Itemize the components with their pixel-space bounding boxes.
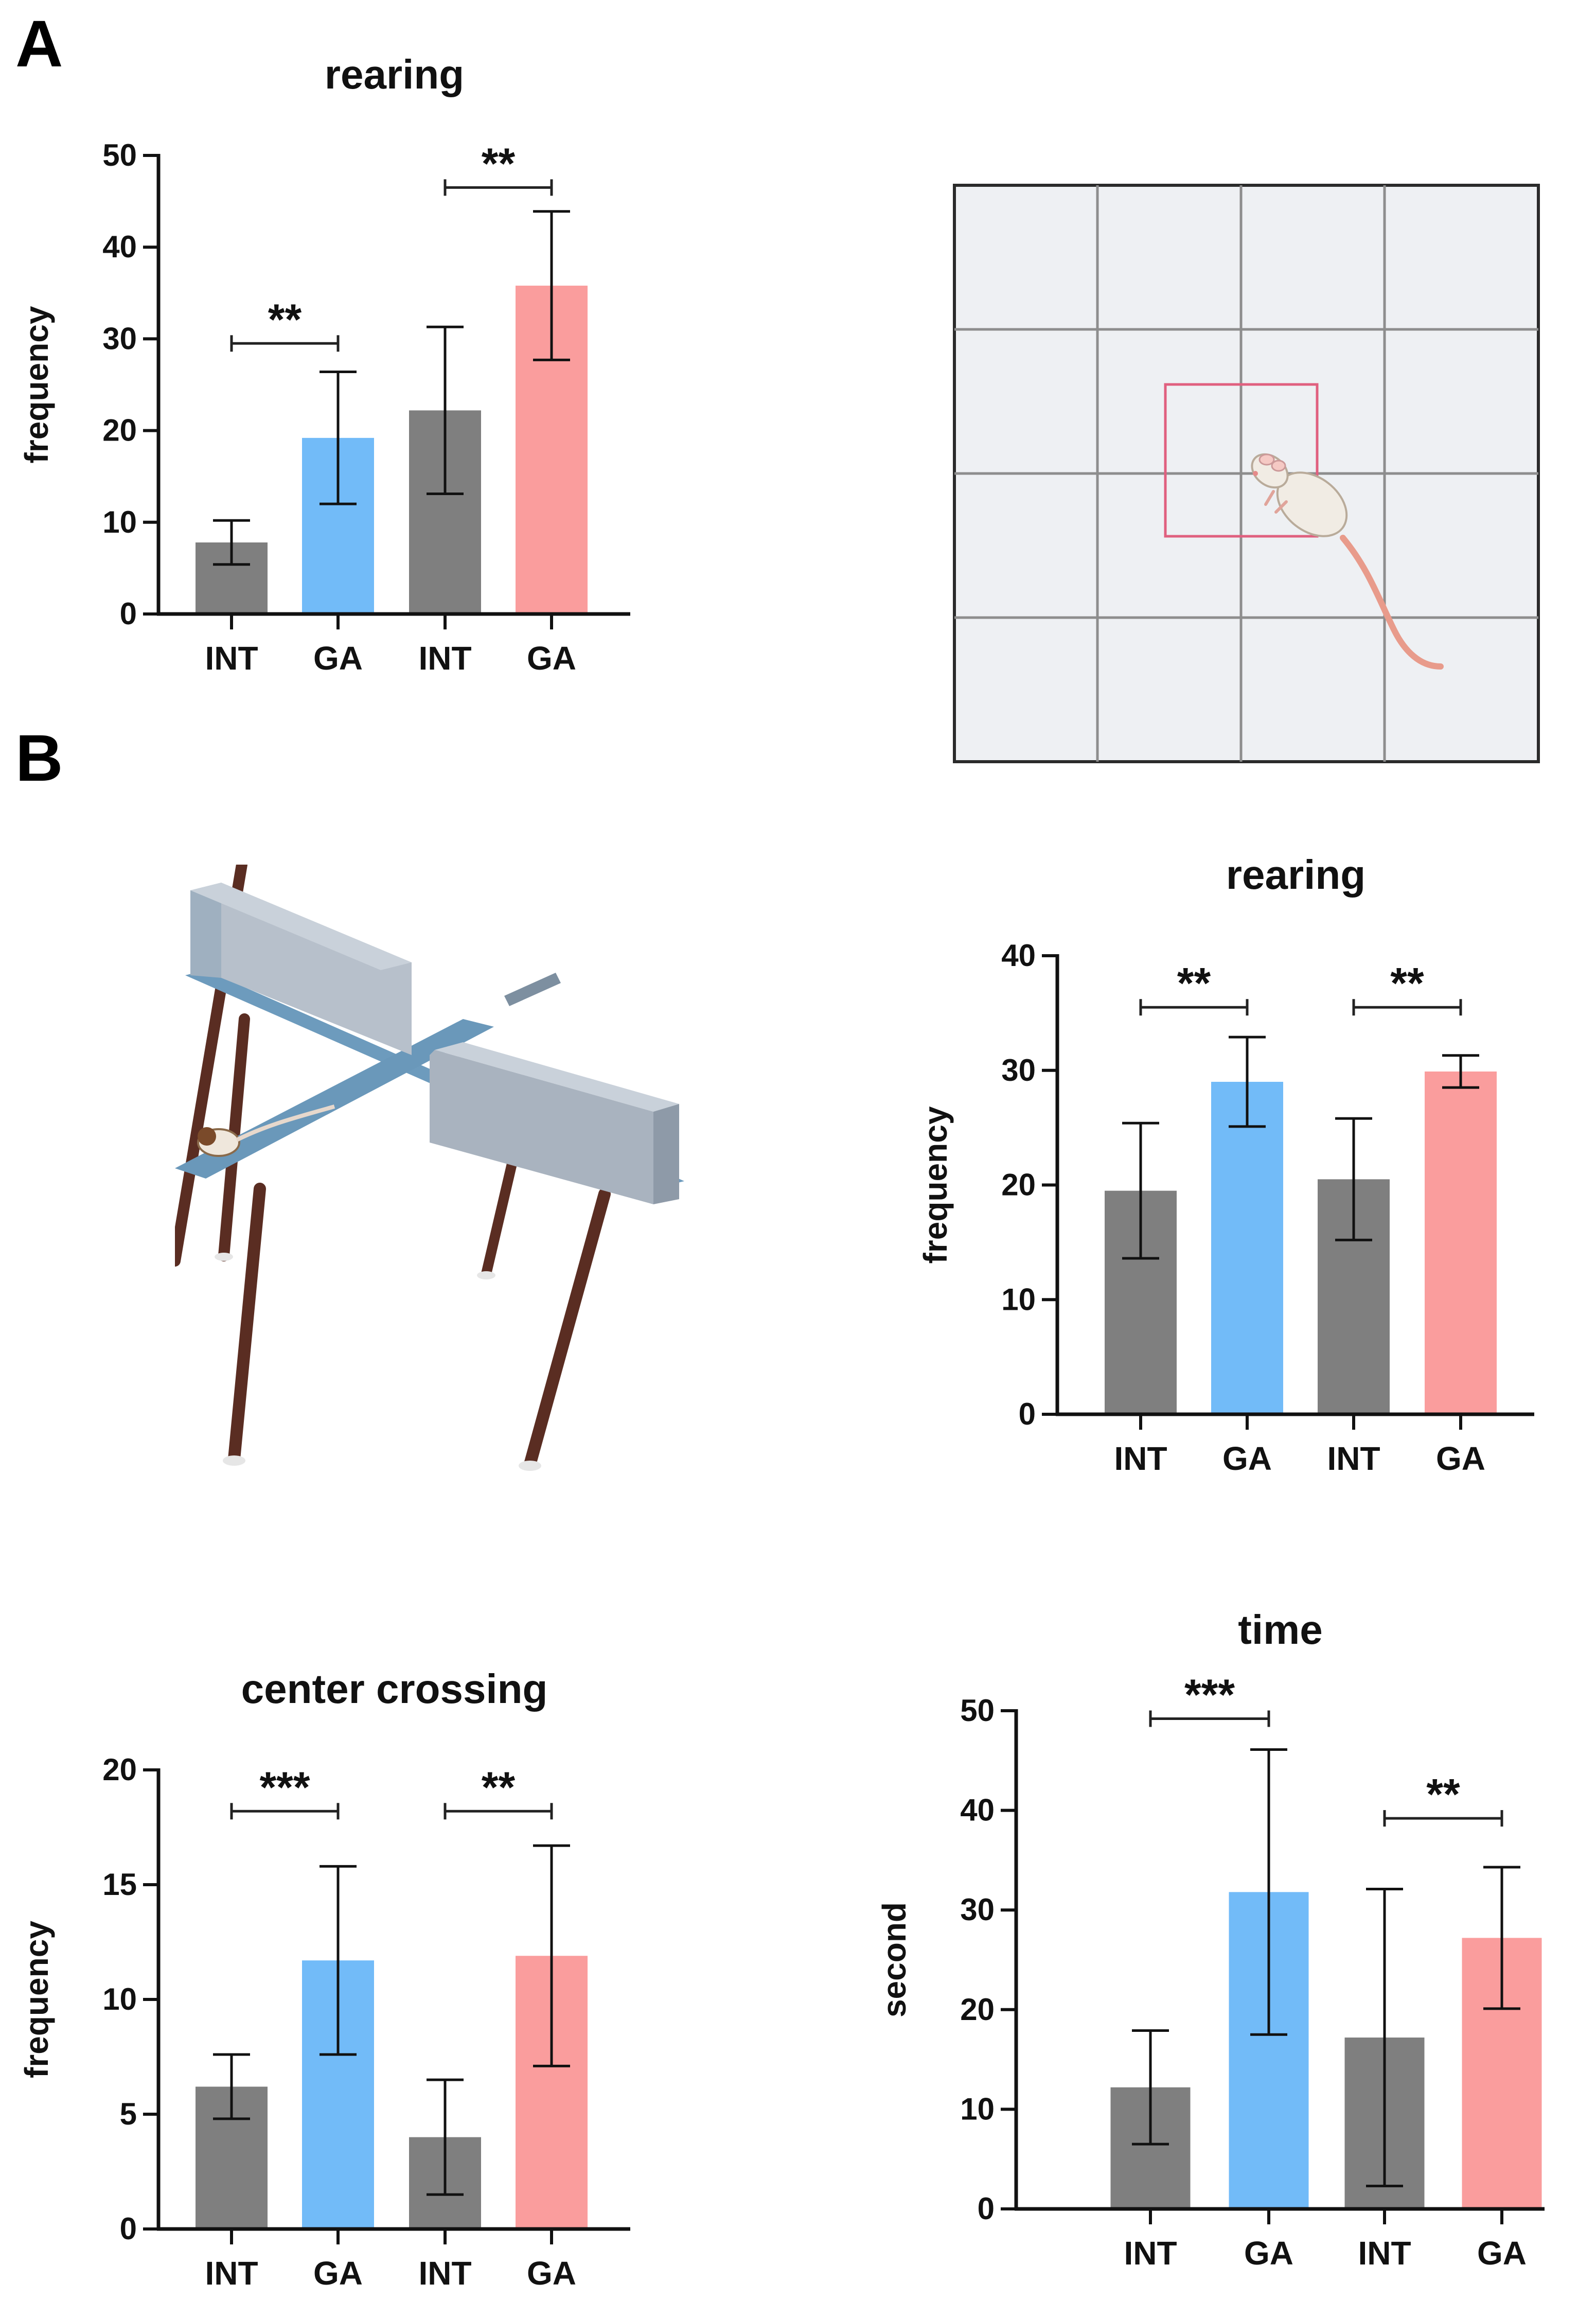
x-tick-label: GA [1436, 1440, 1485, 1477]
bar-2 [1211, 1082, 1283, 1414]
y-tick-label: 30 [1001, 1053, 1036, 1087]
y-tick-label: 30 [960, 1892, 995, 1927]
error-bar-1 [1132, 2029, 1169, 2146]
significance-bracket-2 [444, 179, 553, 196]
y-tick-label: 5 [120, 2097, 137, 2131]
chart-title: center crossing [241, 1666, 548, 1712]
y-axis-label: frequency [18, 306, 55, 463]
error-bar-3 [1335, 1117, 1372, 1241]
y-tick-label: 10 [102, 505, 137, 539]
error-bar-1 [213, 519, 250, 566]
x-tick-label: INT [205, 640, 258, 677]
y-tick-label: 10 [960, 2092, 995, 2126]
significance-label: ** [1390, 959, 1424, 1007]
x-tick-label: GA [1222, 1440, 1272, 1477]
x-tick-label: GA [527, 2255, 576, 2292]
chart-b-rearing: 0 10 20 30 40 INT GA INT GA rearing frequency ** ** [917, 852, 1534, 1477]
error-bar-1 [1122, 1121, 1159, 1260]
x-tick-label: GA [1244, 2235, 1293, 2272]
significance-bracket-2 [1352, 999, 1462, 1016]
y-tick-label: 0 [978, 2191, 995, 2226]
y-axis-label: frequency [917, 1106, 954, 1263]
error-bar-3 [1366, 1888, 1403, 2187]
x-tick-label: GA [527, 640, 576, 677]
error-bar-4 [1483, 1866, 1520, 2010]
y-tick-label: 0 [120, 2211, 137, 2246]
chart-a-rearing: 0 10 20 30 40 50 INT GA INT GA rearing frequency ** *… [18, 51, 630, 677]
error-bar-2 [1229, 1035, 1266, 1128]
error-bar-2 [1250, 1748, 1287, 2036]
error-bar-2 [320, 1865, 357, 2056]
panel-letter-a: A [15, 7, 63, 81]
y-tick-label: 0 [1019, 1397, 1036, 1431]
significance-label: *** [1184, 1670, 1235, 1718]
x-tick-label: GA [313, 2255, 363, 2292]
x-tick-label: INT [1114, 1440, 1167, 1477]
error-bar-1 [213, 2053, 250, 2120]
y-tick-label: 50 [102, 138, 137, 172]
significance-label: ** [482, 139, 516, 187]
y-tick-label: 20 [1001, 1168, 1036, 1202]
arena-grid [954, 185, 1538, 762]
significance-label: ** [1177, 959, 1211, 1007]
x-tick-label: GA [313, 640, 363, 677]
chart-title: time [1238, 1607, 1323, 1653]
error-bar-4 [533, 1844, 570, 2067]
y-tick-label: 40 [960, 1793, 995, 1828]
significance-bracket-1 [230, 1803, 340, 1820]
x-tick-label: INT [1124, 2235, 1177, 2272]
x-tick-label: INT [1358, 2235, 1411, 2272]
elevated-plus-maze-icon [175, 865, 684, 1471]
y-tick-label: 30 [102, 321, 137, 356]
error-bar-4 [1442, 1054, 1479, 1089]
center-zone [1164, 383, 1319, 538]
bar-4 [1425, 1071, 1497, 1414]
chart-title: rearing [325, 51, 464, 97]
significance-label: ** [268, 295, 302, 343]
error-bar-3 [427, 325, 464, 496]
error-bar-4 [533, 210, 570, 361]
x-tick-label: INT [418, 640, 471, 677]
error-bar-3 [427, 2078, 464, 2196]
rat-icon [1251, 453, 1444, 670]
x-tick-label: GA [1477, 2235, 1527, 2272]
y-tick-label: 50 [960, 1693, 995, 1728]
significance-bracket-2 [1383, 1810, 1503, 1827]
significance-bracket-1 [1139, 999, 1249, 1016]
significance-label: *** [259, 1763, 310, 1811]
significance-label: ** [482, 1763, 516, 1811]
x-tick-label: INT [1327, 1440, 1380, 1477]
y-tick-label: 20 [102, 413, 137, 448]
x-tick-label: INT [205, 2255, 258, 2292]
significance-bracket-1 [1149, 1710, 1270, 1727]
panel-letter-b: B [15, 722, 63, 795]
x-tick-label: INT [418, 2255, 471, 2292]
y-tick-label: 10 [1001, 1282, 1036, 1316]
y-tick-label: 0 [120, 596, 137, 631]
y-tick-label: 40 [102, 230, 137, 264]
elevated-plus-maze-illustration [175, 865, 684, 1471]
error-bar-2 [320, 371, 357, 505]
y-axis-label: second [876, 1902, 913, 2017]
y-tick-label: 20 [102, 1752, 137, 1787]
y-tick-label: 10 [102, 1982, 137, 2016]
chart-b-center-crossing: 0 5 10 15 20 INT GA INT GA center crossing frequen… [18, 1666, 630, 2292]
significance-bracket-2 [444, 1803, 553, 1820]
y-axis-label: frequency [18, 1921, 55, 2078]
open-field-illustration [953, 184, 1540, 763]
chart-title: rearing [1226, 852, 1366, 898]
significance-bracket-1 [230, 335, 340, 352]
y-tick-label: 40 [1001, 938, 1036, 973]
significance-label: ** [1426, 1770, 1460, 1818]
y-tick-label: 20 [960, 1992, 995, 2027]
y-tick-label: 15 [102, 1867, 137, 1902]
